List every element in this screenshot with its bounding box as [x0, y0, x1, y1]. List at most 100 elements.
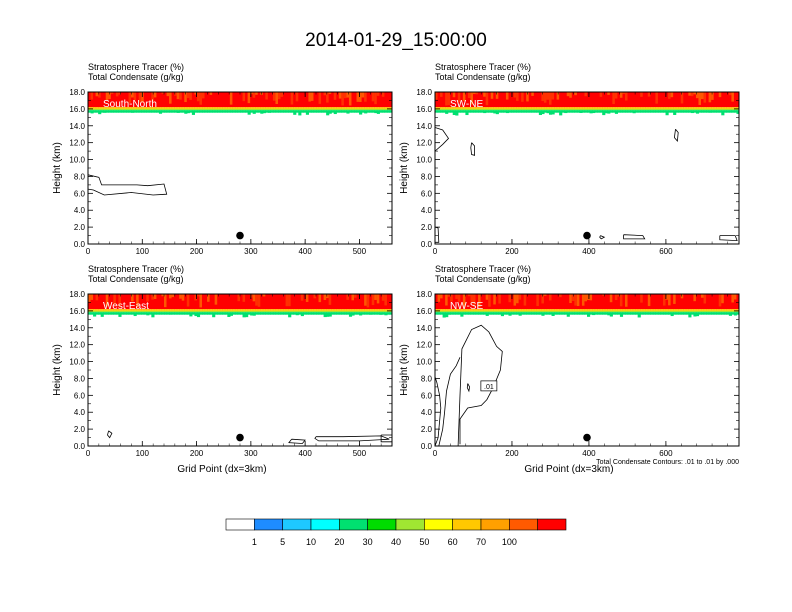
- tracer-band: [473, 108, 477, 111]
- tracer-band: [650, 294, 654, 310]
- tracer-streak: [473, 92, 477, 94]
- tracer-band: [227, 110, 231, 113]
- tracer-streak: [680, 92, 684, 104]
- tracer-band: [285, 107, 289, 109]
- tracer-band: [713, 294, 717, 310]
- tracer-band: [207, 110, 211, 113]
- tracer-band: [364, 310, 368, 313]
- tracer-streak: [498, 294, 502, 304]
- tracer-band: [123, 294, 127, 310]
- tracer-band: [219, 107, 223, 109]
- tracer-band: [338, 294, 342, 310]
- panel-label: NW-SE: [450, 301, 483, 312]
- tracer-band: [166, 110, 170, 113]
- tracer-band: [123, 107, 127, 109]
- tracer-band: [566, 110, 570, 113]
- tracer-band: [318, 309, 322, 311]
- tracer-band: [632, 108, 636, 111]
- tracer-band: [637, 310, 641, 313]
- tracer-band: [726, 309, 730, 311]
- tracer-band: [245, 312, 249, 318]
- tracer-band: [120, 312, 125, 315]
- tracer-band: [105, 107, 109, 109]
- tracer-band: [156, 312, 160, 315]
- tracer-band: [587, 107, 591, 109]
- tracer-band: [670, 309, 674, 311]
- tracer-band: [660, 309, 664, 311]
- tracer-band: [612, 110, 616, 113]
- tracer-band: [103, 312, 107, 315]
- tracer-band: [161, 312, 165, 315]
- y-tick-label: 12.0: [69, 341, 85, 350]
- tracer-band: [113, 310, 117, 313]
- tracer-band: [169, 294, 173, 310]
- tracer-band: [285, 108, 289, 111]
- tracer-band: [460, 108, 464, 111]
- tracer-band: [156, 294, 160, 310]
- tracer-streak: [326, 294, 330, 299]
- tracer-band: [736, 310, 739, 313]
- tracer-band: [153, 309, 157, 311]
- tracer-streak: [176, 92, 180, 100]
- tracer-band: [701, 310, 705, 313]
- tracer-band: [174, 92, 178, 108]
- tracer-band: [262, 294, 266, 310]
- tracer-band: [465, 107, 469, 109]
- tracer-band: [369, 108, 373, 111]
- tracer-band: [300, 312, 304, 317]
- tracer-band: [670, 108, 674, 111]
- x-tick-label: 0: [433, 247, 438, 256]
- x-tick-label: 400: [582, 247, 596, 256]
- tracer-band: [310, 310, 315, 313]
- tracer-band: [310, 107, 315, 109]
- tracer-streak: [467, 92, 472, 99]
- tracer-band: [513, 309, 517, 311]
- tracer-band: [123, 110, 127, 113]
- tracer-band: [202, 312, 206, 315]
- tracer-streak: [673, 294, 677, 304]
- tracer-band: [234, 310, 239, 313]
- tracer-band: [549, 108, 553, 111]
- tracer-streak: [599, 92, 603, 97]
- colorbar-box: [395, 518, 425, 531]
- condensate-contour: [435, 226, 440, 243]
- tracer-band: [602, 107, 606, 109]
- tracer-band: [584, 312, 588, 315]
- contour-label-box: [480, 380, 498, 392]
- tracer-band: [442, 110, 446, 113]
- tracer-band: [260, 312, 264, 315]
- tracer-band: [574, 110, 578, 113]
- tracer-band: [323, 294, 327, 310]
- tracer-band: [442, 312, 446, 318]
- tracer-band: [660, 107, 664, 109]
- tracer-band: [556, 294, 560, 310]
- tracer-band: [222, 310, 226, 313]
- tracer-streak: [354, 294, 358, 298]
- tracer-band: [538, 310, 542, 313]
- tracer-band: [133, 312, 137, 317]
- tracer-band: [176, 312, 180, 315]
- tracer-band: [701, 309, 705, 311]
- tracer-band: [288, 309, 292, 311]
- tracer-band: [166, 108, 170, 111]
- tracer-band: [642, 107, 646, 109]
- tracer-band: [118, 312, 122, 317]
- tracer-band: [283, 107, 287, 109]
- tracer-band: [346, 310, 350, 313]
- tracer-streak: [485, 294, 489, 300]
- tracer-streak: [348, 92, 353, 106]
- tracer-band: [252, 108, 256, 111]
- tracer-band: [384, 92, 388, 108]
- tracer-band: [166, 310, 170, 313]
- tracer-band: [303, 312, 307, 315]
- tracer-band: [556, 310, 560, 313]
- tracer-band: [455, 294, 459, 310]
- tracer-streak: [110, 92, 114, 94]
- tracer-band: [131, 108, 135, 111]
- tracer-streak: [543, 294, 548, 296]
- tracer-band: [240, 92, 244, 108]
- tracer-band: [133, 108, 137, 111]
- x-tick-label: 400: [298, 449, 312, 458]
- tracer-band: [528, 107, 532, 109]
- tracer-streak: [437, 294, 441, 302]
